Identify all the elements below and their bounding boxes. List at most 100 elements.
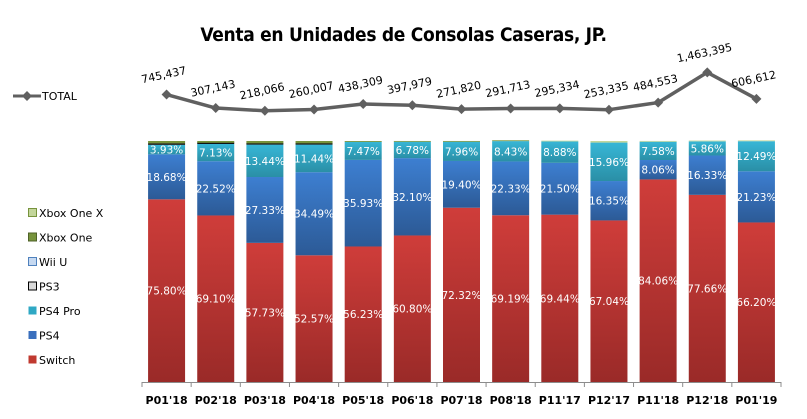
data-label-ps4-p02-18: 22.52% — [196, 183, 236, 195]
bar-ps4-p11-17 — [541, 162, 579, 215]
x-tick-label-p06-18: P06'18 — [391, 394, 433, 407]
data-label-ps4-p01-18: 18.68% — [147, 172, 187, 184]
chart-title: Venta en Unidades de Consolas Caseras, J… — [200, 24, 607, 46]
bar-ps4-pro-p11-18 — [639, 141, 677, 160]
data-label-switch-p04-18: 52.57% — [294, 314, 334, 326]
bar-switch-p08-18 — [492, 215, 530, 382]
bar-ps4-pro-p07-18 — [443, 141, 480, 161]
data-label-ps4-pro-p04-18: 11.44% — [294, 153, 334, 165]
bar-ps4-pro-p02-18 — [197, 144, 235, 162]
total-point-p05-18 — [358, 99, 369, 110]
bar-stack-p07-18: 72.32% 19.40% 7.96% — [441, 140, 482, 382]
data-label-switch-p03-18: 57.73% — [245, 307, 285, 319]
legend-item-switch: Switch — [28, 354, 75, 367]
data-label-ps4-p11-18: 8.06% — [641, 165, 674, 177]
data-label-ps4-pro-p12-18: 5.86% — [691, 143, 724, 155]
bar-xbox-one-p06-18 — [393, 140, 431, 142]
bar-xbox-one-p03-18 — [246, 141, 284, 144]
bar-switch-p03-18 — [246, 242, 284, 382]
bar-ps3-p04-18 — [295, 143, 333, 145]
total-point-p01-19 — [751, 93, 762, 104]
data-label-switch-p11-17: 69.44% — [540, 293, 580, 305]
total-label-p08-18: 291,713 — [484, 78, 531, 100]
legend-swatch-icon — [28, 232, 37, 242]
data-label-switch-p08-18: 69.19% — [491, 294, 531, 306]
total-point-p07-18 — [456, 104, 467, 115]
legend-item-ps4: PS4 — [28, 330, 60, 343]
bar-ps4-p05-18 — [344, 159, 382, 247]
bar-switch-p07-18 — [443, 207, 480, 382]
bar-ps4-p01-19 — [737, 171, 775, 223]
data-label-ps4-p04-18: 34.49% — [294, 209, 334, 221]
bar-ps4-p04-18 — [295, 172, 333, 256]
bar-ps4-pro-p05-18 — [344, 141, 382, 160]
legend-swatch-icon — [28, 208, 37, 217]
data-label-ps4-p07-18: 19.40% — [441, 179, 481, 191]
diamond-marker-icon — [22, 91, 32, 101]
legend-label-switch: Switch — [39, 354, 75, 367]
legend-label-ps4-pro: PS4 Pro — [39, 305, 81, 318]
data-label-ps4-p03-18: 27.33% — [245, 205, 285, 217]
bar-stack-p06-18: 60.80% 32.10% 6.78% — [392, 140, 432, 382]
data-label-switch-p05-18: 56.23% — [343, 309, 383, 321]
bar-ps4-pro-p12-18 — [688, 141, 726, 156]
bar-ps4-pro-p04-18 — [295, 144, 333, 173]
x-tick-label-p01-19: P01'19 — [735, 394, 777, 407]
total-label-p07-18: 271,820 — [435, 79, 482, 101]
data-label-ps4-p08-18: 22.33% — [491, 183, 531, 195]
total-point-p12-18 — [702, 67, 713, 78]
total-point-p11-17 — [554, 103, 565, 114]
total-label-p12-18: 1,463,395 — [676, 41, 733, 65]
bar-stack-p08-18: 69.19% 22.33% 8.43% — [491, 140, 531, 382]
data-label-switch-p01-19: 66.20% — [736, 297, 776, 309]
bar-ps4-pro-p01-19 — [737, 141, 775, 172]
bar-xbox-one-p07-18 — [443, 140, 480, 142]
bar-ps3-p03-18 — [246, 143, 284, 145]
bar-switch-p12-18 — [688, 194, 726, 382]
total-point-p02-18 — [210, 103, 221, 114]
total-label-p04-18: 260,007 — [288, 79, 335, 101]
legend-swatch-icon — [28, 257, 37, 266]
bar-ps4-pro-p11-17 — [541, 141, 579, 163]
total-label-p01-19: 606,612 — [730, 68, 777, 90]
bar-ps4-pro-p03-18 — [246, 144, 284, 178]
bar-stack-p12-17: 67.04% 16.35% 15.96% — [589, 141, 629, 382]
bar-ps4-p02-18 — [197, 161, 235, 216]
bar-xbox-one-p02-18 — [197, 141, 235, 143]
x-tick-label-p01-18: P01'18 — [146, 394, 188, 407]
bar-ps4-p12-18 — [688, 155, 726, 195]
bar-switch-p04-18 — [295, 255, 333, 382]
data-label-ps4-p12-18: 16.33% — [687, 170, 727, 182]
x-tick-label-p03-18: P03'18 — [244, 394, 286, 407]
bar-ps4-p06-18 — [393, 158, 431, 236]
bar-ps4-p01-18 — [148, 154, 186, 200]
data-label-switch-p07-18: 72.32% — [441, 290, 481, 302]
total-label-p11-17: 295,334 — [533, 78, 580, 100]
total-point-p06-18 — [407, 100, 418, 111]
total-label-p06-18: 397,979 — [386, 75, 433, 97]
bar-ps4-pro-p12-17 — [590, 142, 628, 182]
bar-ps3-p01-18 — [148, 143, 186, 145]
legend-swatch-icon — [28, 355, 37, 364]
bar-ps4-p07-18 — [443, 160, 480, 208]
data-label-switch-p02-18: 69.10% — [196, 294, 236, 306]
total-label-p03-18: 218,066 — [239, 80, 286, 102]
legend-item-ps3: PS3 — [28, 281, 60, 294]
bar-xbox-one-x-p01-19 — [737, 140, 775, 142]
legend-item-xbox-one-x: Xbox One X — [28, 207, 104, 220]
bar-ps4-pro-p08-18 — [492, 141, 530, 162]
bar-switch-p11-17 — [541, 214, 579, 382]
bar-switch-p01-19 — [737, 222, 775, 382]
bar-switch-p02-18 — [197, 215, 235, 382]
total-label-p05-18: 438,309 — [337, 73, 384, 95]
bar-stack-p05-18: 56.23% 35.93% 7.47% — [343, 141, 383, 382]
legend-label-xbox-one: Xbox One — [39, 232, 93, 245]
bar-ps4-p08-18 — [492, 161, 530, 216]
bar-stack-p04-18: 52.57% 34.49% 11.44% — [294, 141, 334, 382]
bar-stack-p02-18: 69.10% 22.52% 7.13% — [196, 141, 236, 382]
total-label-p11-18: 484,553 — [632, 72, 679, 94]
x-tick-label-p08-18: P08'18 — [490, 394, 532, 407]
bar-xbox-one-p08-18 — [492, 140, 530, 142]
bar-xbox-one-p04-18 — [295, 141, 333, 144]
